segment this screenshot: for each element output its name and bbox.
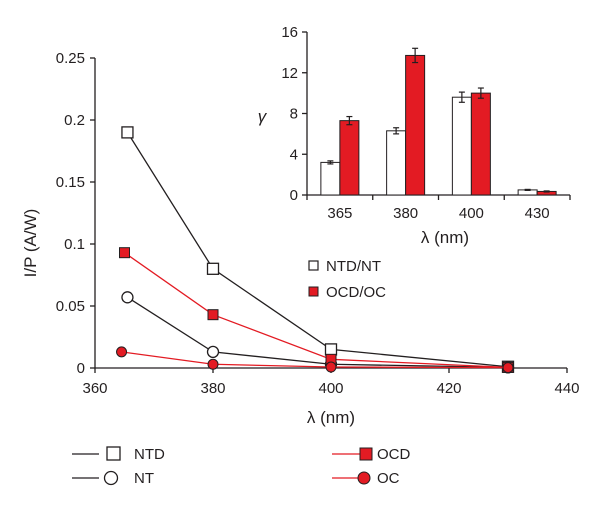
main-y-tick-label: 0.05 (56, 298, 85, 315)
legend-marker-ocd (359, 447, 373, 461)
legend-entry-ntd-nt: NTD/NT (308, 258, 381, 275)
legend-label-nt: NT (134, 470, 154, 487)
inset-y-axis-title: γ (258, 107, 268, 126)
point-ntd (121, 126, 134, 139)
main-x-tick-label: 360 (82, 380, 107, 397)
legend-label-ocd-oc: OCD/OC (326, 284, 386, 301)
inset-y-tick-label: 4 (290, 146, 298, 163)
point-ntd (206, 262, 220, 275)
main-y-ticks: 0 0.05 0.1 0.15 0.2 0.25 (56, 50, 95, 377)
series-line-oc (121, 351, 509, 369)
bar-ocd-oc-365 (339, 120, 360, 196)
legend-label-ocd: OCD (377, 446, 411, 463)
main-y-tick-label: 0.25 (56, 50, 85, 67)
error-bar-ocd-oc-365 (346, 115, 353, 126)
inset-legend: NTD/NT OCD/OC (308, 258, 386, 301)
point-ocd (207, 309, 219, 321)
error-bar-ntd-nt-430 (524, 188, 531, 192)
point-oc (207, 358, 219, 370)
point-nt (121, 291, 134, 304)
series-oc (116, 346, 514, 374)
main-x-ticks: 360 380 400 420 440 (82, 368, 580, 397)
series-line-ocd (124, 252, 509, 369)
error-bar-ocd-oc-400 (477, 87, 484, 99)
legend-label-ntd-nt: NTD/NT (326, 258, 381, 275)
point-ntd (324, 343, 338, 356)
inset-y-tick-label: 8 (290, 106, 298, 123)
error-bar-ntd-nt-380 (393, 127, 400, 135)
main-x-tick-label: 440 (554, 380, 579, 397)
legend-swatch-ntd-nt (308, 260, 319, 271)
main-y-axis-title: I/P (A/W) (21, 209, 40, 278)
inset-x-tick-label: 430 (525, 205, 550, 222)
point-oc (502, 362, 514, 374)
legend-entry-ntd: NTD (72, 446, 165, 463)
main-line-chart: 0 0.05 0.1 0.15 0.2 0.25 360 380 400 420 440 I/P … (21, 50, 580, 427)
legend-marker-oc (357, 471, 371, 485)
bar-ntd-nt-380 (386, 130, 407, 196)
inset-x-axis-title: λ (nm) (421, 228, 469, 247)
main-x-tick-label: 420 (436, 380, 461, 397)
inset-y-tick-label: 12 (281, 65, 298, 82)
main-y-tick-label: 0 (77, 360, 85, 377)
error-bar-ntd-nt-400 (458, 91, 465, 103)
series-line-ntd (126, 132, 509, 368)
legend-marker-nt (103, 470, 119, 486)
series-nt (121, 291, 515, 374)
main-y-tick-label: 0.2 (64, 112, 85, 129)
legend-marker-ntd (106, 446, 121, 461)
legend-label-oc: OC (377, 470, 400, 487)
inset-x-tick-label: 380 (393, 205, 418, 222)
inset-bars (320, 47, 557, 196)
inset-bar-chart: 0 4 8 12 16 365 380 400 430 γ λ (nm) NTD/NT OCD… (258, 24, 571, 301)
point-ocd (119, 247, 130, 259)
error-bar-ntd-nt-365 (327, 160, 334, 165)
bar-ocd-oc-380 (405, 54, 426, 196)
main-x-tick-label: 400 (318, 380, 343, 397)
error-bar-ocd-oc-430 (543, 190, 550, 193)
series-line-nt (127, 296, 509, 369)
main-y-tick-label: 0.15 (56, 174, 85, 191)
bar-ocd-oc-400 (470, 92, 491, 196)
inset-y-ticks: 0 4 8 12 16 (281, 24, 307, 204)
legend-entry-ocd-oc: OCD/OC (308, 284, 386, 301)
bar-ntd-nt-400 (451, 96, 472, 196)
inset-y-tick-label: 16 (281, 24, 298, 41)
inset-x-ticks: 365 380 400 430 (306, 195, 571, 222)
inset-y-tick-label: 0 (290, 187, 298, 204)
main-legend: NTD NT OCD OC (72, 446, 411, 487)
legend-label-ntd: NTD (134, 446, 165, 463)
point-oc (116, 346, 128, 358)
main-y-tick-label: 0.1 (64, 236, 85, 253)
inset-x-tick-label: 365 (327, 205, 352, 222)
bar-ntd-nt-365 (320, 161, 341, 196)
main-x-axis-title: λ (nm) (307, 408, 355, 427)
main-series (116, 126, 515, 374)
legend-entry-oc: OC (332, 470, 400, 487)
point-nt (206, 345, 220, 359)
inset-x-tick-label: 400 (459, 205, 484, 222)
point-oc (325, 361, 337, 373)
error-bar-ocd-oc-380 (412, 47, 419, 64)
main-x-tick-label: 380 (200, 380, 225, 397)
legend-entry-ocd: OCD (332, 446, 411, 463)
legend-entry-nt: NT (72, 470, 154, 487)
legend-swatch-ocd-oc (308, 286, 319, 297)
